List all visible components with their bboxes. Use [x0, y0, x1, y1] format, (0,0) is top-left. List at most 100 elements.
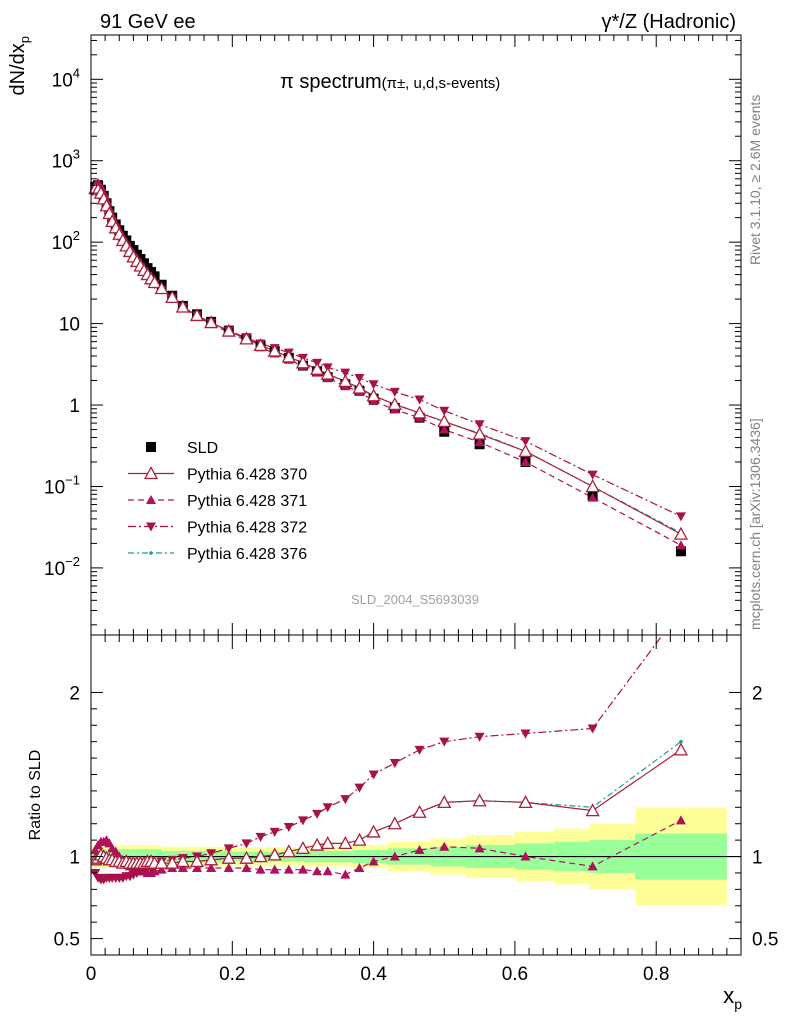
ratio-point-1 [177, 863, 188, 873]
ratio-point-0 [412, 804, 427, 818]
ratio-point-0 [221, 850, 236, 864]
ratio-point-1 [389, 851, 400, 861]
ratio-point-0 [309, 837, 325, 851]
data-point-2 [439, 424, 450, 434]
ratio-point-0 [267, 847, 282, 861]
legend: SLD Pythia 6.428 370 Pythia 6.428 371 Pythi… [128, 440, 307, 563]
legend-label-2: Pythia 6.428 371 [187, 493, 307, 510]
ratio-point-0 [585, 803, 600, 817]
ratio-point-0 [352, 832, 367, 846]
ratio-point-2 [340, 795, 351, 805]
ratio-point-2 [297, 816, 308, 826]
ratio-point-1 [587, 861, 598, 871]
ratio-point-0 [204, 852, 219, 866]
y-tick-label: 1 [69, 396, 80, 417]
ratio-point-0 [437, 795, 452, 809]
ratio-point-1 [241, 863, 252, 873]
ratio-y-tick-label-right: 1 [752, 848, 763, 869]
ratio-point-2 [354, 783, 365, 793]
data-point-1 [267, 343, 282, 357]
ratio-point-1 [520, 851, 531, 861]
data-point-1 [518, 443, 533, 457]
ratio-point-0 [239, 850, 254, 864]
data-point-1 [472, 426, 487, 440]
main-plot-frame [90, 34, 742, 636]
ratio-point-1 [354, 863, 365, 873]
ratio-plot-marks [91, 635, 741, 885]
data-point-1 [147, 275, 162, 289]
data-point-1 [309, 361, 325, 375]
ratio-point-2 [368, 770, 379, 780]
data-point-1 [253, 338, 268, 352]
y-tick-label: 103 [52, 147, 80, 173]
main-panel: 10−2 10−1 1 10 102 103 104 dN/dxp π spectrum(π… [7, 34, 742, 636]
data-point-3 [368, 380, 379, 390]
ratio-point-0 [338, 836, 353, 850]
legend-marker-3 [146, 522, 156, 532]
data-point-2 [474, 437, 485, 447]
ratio-point-2 [269, 827, 280, 837]
ratio-point-1 [255, 864, 266, 874]
data-point-1 [189, 308, 205, 322]
ratio-point-1 [368, 856, 379, 866]
ratio-point-0 [518, 795, 533, 809]
data-point-3 [414, 395, 425, 405]
ratio-point-0 [165, 855, 180, 869]
y-tick-label: 102 [52, 228, 80, 254]
ratio-point-1 [191, 863, 202, 873]
ratio-point-2 [389, 759, 400, 768]
y-tick-label: 10−2 [44, 554, 80, 580]
data-point-1 [338, 374, 353, 388]
ratio-point-1 [156, 864, 167, 874]
ratio-y-tick-label-right: 2 [752, 683, 763, 704]
main-axes: 10−2 10−1 1 10 102 103 104 [44, 35, 742, 635]
x-tick-label: 0.8 [643, 964, 669, 985]
ratio-point-1 [340, 869, 351, 879]
ratio-point-0 [253, 849, 268, 863]
ratio-axes: 0.5 0.5 1 1 2 2 0 0.2 0.4 0.6 0.8 [54, 635, 778, 985]
ratio-panel: 0.5 0.5 1 1 2 2 0 0.2 0.4 0.6 0.8 Ratio to SLD xp [27, 634, 778, 1012]
ratio-point-1 [110, 846, 121, 856]
data-point-1 [295, 355, 311, 369]
ratio-point-0 [472, 793, 487, 807]
legend-marker-0 [146, 442, 156, 452]
data-point-1 [387, 396, 402, 410]
ratio-point-2 [241, 839, 252, 849]
ratio-point-2 [322, 803, 333, 813]
chart-title-main: π spectrum [280, 71, 382, 93]
ratio-point-1 [312, 866, 323, 876]
ratio-y-tick-label-left: 0.5 [54, 930, 80, 951]
chart-title-sub: (π±, u,d,s-events) [382, 75, 501, 92]
y-tick-label: 104 [52, 65, 80, 91]
data-point-3 [474, 420, 485, 430]
ratio-point-1 [439, 841, 450, 851]
ratio-plot-frame [90, 634, 742, 956]
header-right-label: γ*/Z (Hadronic) [602, 11, 736, 33]
data-point-1 [673, 526, 689, 540]
ratio-y-tick-label-left: 1 [69, 848, 80, 869]
data-point-3 [587, 470, 598, 480]
x-tick-label: 0.6 [502, 964, 528, 985]
data-point-3 [389, 387, 400, 397]
main-plot-marks [88, 177, 689, 557]
legend-label-1: Pythia 6.428 370 [187, 467, 307, 484]
ratio-point-0 [281, 844, 296, 858]
legend-label-3: Pythia 6.428 372 [187, 520, 307, 537]
data-point-1 [154, 281, 169, 295]
ratio-point-2 [439, 737, 450, 747]
ratio-point-2 [414, 745, 425, 755]
rivet-label: Rivet 3.1.10, ≥ 2.6M events [747, 95, 763, 265]
data-point-1 [585, 479, 600, 493]
data-point-3 [354, 373, 365, 383]
ratio-point-0 [295, 840, 311, 854]
data-point-1 [352, 380, 367, 394]
ratio-point-1 [223, 863, 234, 873]
ratio-y-tick-label-right: 0.5 [752, 930, 778, 951]
ratio-point-2 [223, 844, 234, 854]
ratio-xlabel: xp [723, 983, 742, 1012]
x-tick-label: 0.4 [360, 964, 387, 985]
data-point-3 [520, 437, 531, 447]
header-left-label: 91 GeV ee [100, 11, 196, 33]
data-point-2 [675, 540, 686, 550]
data-point-1 [175, 299, 190, 313]
